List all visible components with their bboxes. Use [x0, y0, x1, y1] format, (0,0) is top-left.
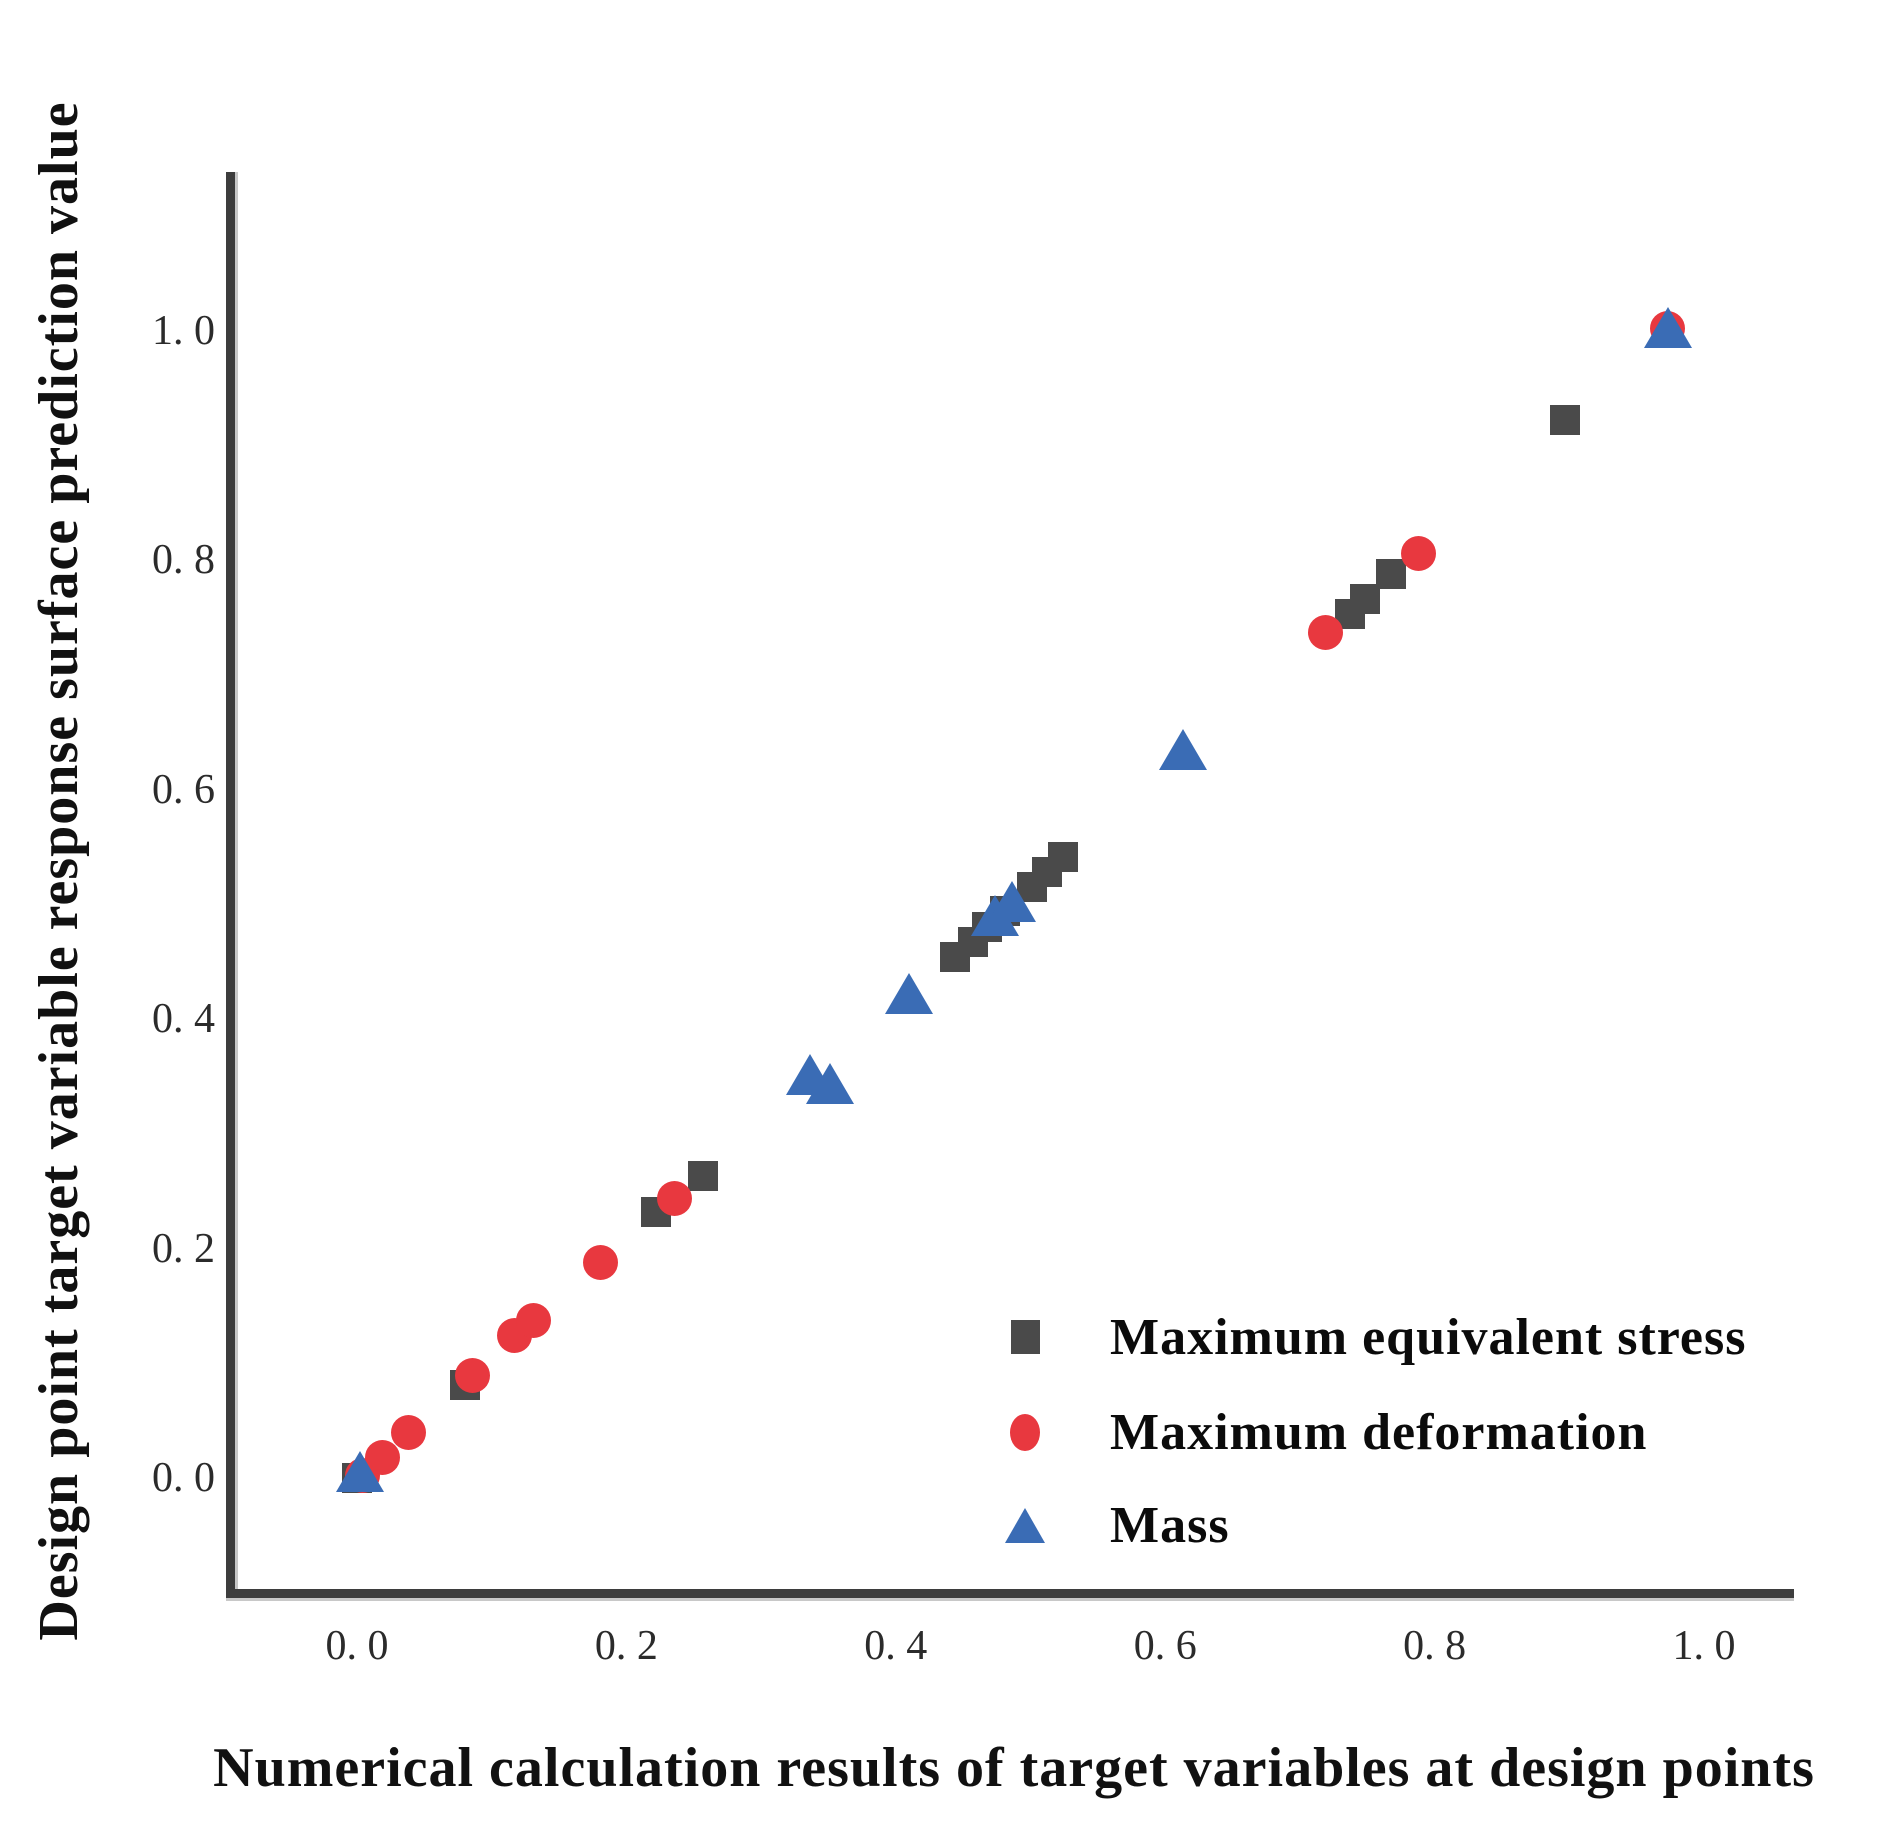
x-axis-label: Numerical calculation results of target …: [213, 1737, 1815, 1799]
circle-marker-icon: [995, 1413, 1055, 1451]
legend-item-stress: Maximum equivalent stress: [995, 1302, 1746, 1372]
data-point-triangle: [1158, 729, 1207, 771]
y-axis-line: [226, 172, 235, 1598]
data-point-triangle: [335, 1450, 384, 1492]
triangle-marker-icon: [995, 1507, 1055, 1543]
data-point-circle: [515, 1303, 551, 1339]
legend-item-deformation: Maximum deformation: [995, 1397, 1647, 1467]
legend-label: Mass: [1110, 1496, 1230, 1554]
y-tick-label: 0. 4: [152, 996, 215, 1043]
y-tick-label: 0. 6: [152, 766, 215, 813]
data-point-circle: [657, 1180, 693, 1216]
data-point-square: [688, 1161, 719, 1192]
x-tick-label: 0. 6: [1133, 1623, 1197, 1669]
x-tick-label: 0. 8: [1403, 1623, 1467, 1669]
legend-label: Maximum deformation: [1110, 1403, 1648, 1461]
x-tick-label: 0. 0: [325, 1623, 389, 1669]
data-point-circle: [1307, 615, 1343, 651]
y-tick-label: 0. 2: [152, 1225, 215, 1272]
x-tick-label: 0. 2: [594, 1623, 658, 1669]
y-axis-label: Design point target variable response su…: [28, 101, 90, 1641]
legend-label: Maximum equivalent stress: [1110, 1308, 1747, 1366]
data-point-triangle: [1643, 307, 1692, 349]
data-point-circle: [455, 1358, 491, 1394]
data-point-square: [1349, 584, 1380, 615]
x-axis-line: [226, 1589, 1794, 1598]
data-point-square: [1047, 842, 1078, 873]
x-tick-label: 1. 0: [1672, 1623, 1736, 1669]
data-point-triangle: [885, 973, 934, 1015]
data-point-square: [1550, 405, 1581, 436]
y-tick-label: 1. 0: [152, 308, 215, 354]
data-point-circle: [583, 1244, 619, 1280]
data-point-circle: [1400, 536, 1436, 572]
x-tick-label: 0. 4: [864, 1623, 928, 1669]
data-point-triangle: [987, 880, 1036, 922]
data-point-triangle: [805, 1062, 854, 1104]
data-point-square: [1376, 559, 1407, 590]
data-point-circle: [390, 1414, 426, 1450]
square-marker-icon: [995, 1320, 1055, 1354]
y-tick-label: 0. 0: [152, 1455, 215, 1501]
y-tick-label: 0. 8: [152, 537, 215, 584]
legend-item-mass: Mass: [995, 1490, 1230, 1560]
